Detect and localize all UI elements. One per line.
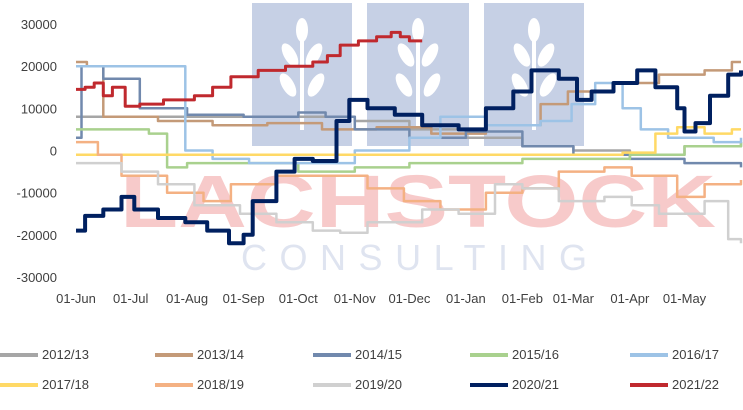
- legend-label: 2017/18: [42, 377, 89, 392]
- x-tick-label: 01-Feb: [502, 291, 543, 306]
- x-tick-label: 01-Sep: [223, 291, 265, 306]
- x-tick-label: 01-Jun: [56, 291, 96, 306]
- legend-swatch: [630, 352, 668, 357]
- legend-item: 2021/22: [630, 377, 719, 392]
- legend-item: 2019/20: [313, 377, 402, 392]
- y-tick-label: 20000: [21, 59, 57, 74]
- x-tick-label: 01-Jul: [113, 291, 149, 306]
- y-tick-label: 30000: [21, 17, 57, 32]
- x-axis: 01-Jun 01-Jul 01-Aug 01-Sep 01-Oct 01-Nov 01-D…: [56, 291, 707, 306]
- legend-item: 2016/17: [630, 347, 719, 362]
- legend-swatch: [155, 382, 193, 387]
- wheat-sheaf-icon: [252, 3, 584, 146]
- y-tick-label: -20000: [17, 228, 57, 243]
- x-tick-label: 01-Nov: [334, 291, 376, 306]
- legend-label: 2013/14: [197, 347, 244, 362]
- y-axis: 30000 20000 10000 0 -10000 -20000 -30000: [17, 17, 57, 285]
- legend-swatch: [0, 352, 38, 357]
- x-tick-label: 01-Dec: [388, 291, 430, 306]
- legend-item: 2020/21: [470, 377, 559, 392]
- x-tick-label: 01-Mar: [553, 291, 595, 306]
- series-line-2015-16: [76, 128, 743, 173]
- series-line-2018-19: [76, 140, 743, 211]
- legend-swatch: [630, 382, 668, 387]
- watermark: LACHSTOCK CONSULTING: [120, 3, 716, 278]
- y-tick-label: 10000: [21, 101, 57, 116]
- legend-label: 2012/13: [42, 347, 89, 362]
- line-chart: LACHSTOCK CONSULTING 30000 20000 10000 0 -10…: [17, 3, 743, 306]
- legend-swatch: [0, 382, 38, 387]
- x-tick-label: 01-Jan: [446, 291, 486, 306]
- legend-item: 2012/13: [0, 347, 89, 362]
- legend-label: 2014/15: [355, 347, 402, 362]
- series-line-2020-21: [76, 68, 743, 246]
- x-tick-label: 01-Oct: [279, 291, 318, 306]
- watermark-line2: CONSULTING: [241, 237, 601, 278]
- series-line-2021-22: [76, 30, 423, 108]
- legend-swatch: [470, 382, 508, 387]
- legend-label: 2018/19: [197, 377, 244, 392]
- series-line-2013-14: [76, 60, 741, 135]
- legend-item: 2017/18: [0, 377, 89, 392]
- legend: 2012/13 2013/14 2014/15 2015/16 2016/17 2017/…: [0, 345, 743, 405]
- series-lines: [76, 30, 743, 246]
- legend-label: 2015/16: [512, 347, 559, 362]
- y-tick-label: -10000: [17, 186, 57, 201]
- legend-swatch: [313, 352, 351, 357]
- series-line-2017-18: [76, 126, 741, 156]
- legend-swatch: [470, 352, 508, 357]
- x-tick-label: 01-May: [663, 291, 707, 306]
- legend-swatch: [313, 382, 351, 387]
- legend-item: 2014/15: [313, 347, 402, 362]
- series-line-2019-20: [76, 161, 743, 244]
- y-tick-label: -30000: [17, 270, 57, 285]
- x-tick-label: 01-Apr: [610, 291, 650, 306]
- legend-label: 2019/20: [355, 377, 402, 392]
- y-tick-label: 0: [50, 144, 57, 159]
- legend-item: 2018/19: [155, 377, 244, 392]
- x-tick-label: 01-Aug: [166, 291, 208, 306]
- legend-label: 2021/22: [672, 377, 719, 392]
- legend-item: 2013/14: [155, 347, 244, 362]
- legend-label: 2016/17: [672, 347, 719, 362]
- legend-item: 2015/16: [470, 347, 559, 362]
- legend-label: 2020/21: [512, 377, 559, 392]
- legend-swatch: [155, 352, 193, 357]
